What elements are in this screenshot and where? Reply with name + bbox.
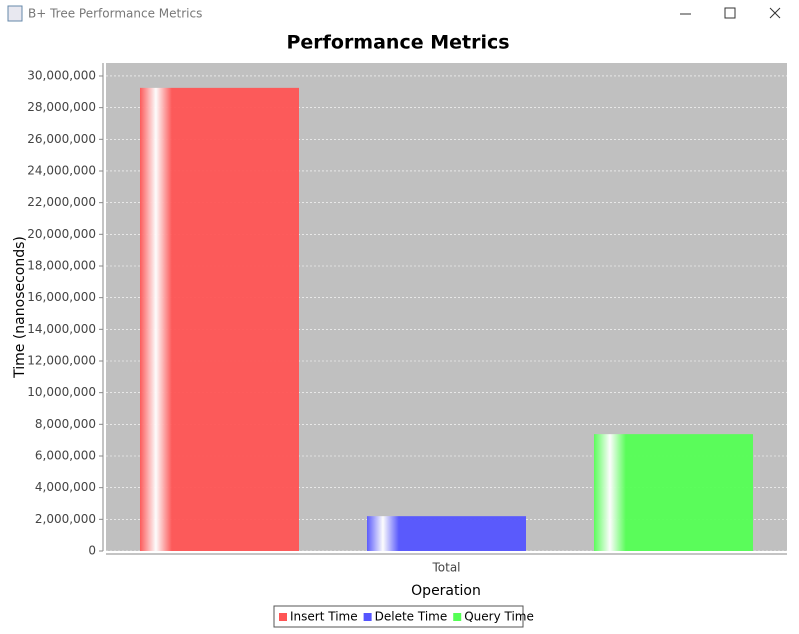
legend-swatch — [453, 613, 462, 621]
y-tick-label: 14,000,000 — [27, 322, 96, 336]
legend: Insert Time Delete Time Query Time — [273, 605, 534, 628]
y-tick-label: 0 — [88, 544, 96, 558]
y-tick-label: 2,000,000 — [35, 512, 96, 526]
bar — [367, 516, 526, 551]
y-tick-label: 22,000,000 — [27, 195, 96, 209]
legend-swatch — [279, 613, 287, 621]
y-tick-label: 8,000,000 — [35, 417, 96, 431]
y-tick-label: 24,000,000 — [27, 163, 96, 177]
x-axis-label: Operation — [411, 583, 481, 599]
y-tick-label: 10,000,000 — [27, 385, 96, 399]
y-tick-label: 20,000,000 — [27, 227, 96, 241]
close-button[interactable] — [769, 7, 781, 19]
y-tick-label: 4,000,000 — [35, 480, 96, 494]
y-tick-label: 28,000,000 — [27, 100, 96, 114]
y-tick-label: 16,000,000 — [27, 290, 96, 304]
legend-label: Query Time — [464, 610, 534, 624]
x-tick-label: Total — [431, 561, 460, 575]
maximize-button[interactable] — [724, 7, 736, 19]
legend-swatch — [363, 613, 372, 621]
legend-label: Delete Time — [375, 610, 448, 624]
legend-box — [273, 605, 524, 628]
title-bar — [0, 0, 799, 28]
y-tick-label: 30,000,000 — [27, 68, 96, 82]
chart-title: Performance Metrics — [286, 32, 509, 54]
app-icon — [7, 5, 23, 22]
bar — [140, 87, 299, 551]
legend-label: Insert Time — [290, 610, 358, 624]
y-axis-label: Time (nanoseconds) — [12, 236, 28, 379]
y-tick-label: 18,000,000 — [27, 258, 96, 272]
y-tick-label: 6,000,000 — [35, 448, 96, 462]
y-tick-label: 12,000,000 — [27, 353, 96, 367]
y-tick-label: 26,000,000 — [27, 132, 96, 146]
bar — [594, 434, 753, 551]
window-title: B+ Tree Performance Metrics — [28, 7, 202, 21]
